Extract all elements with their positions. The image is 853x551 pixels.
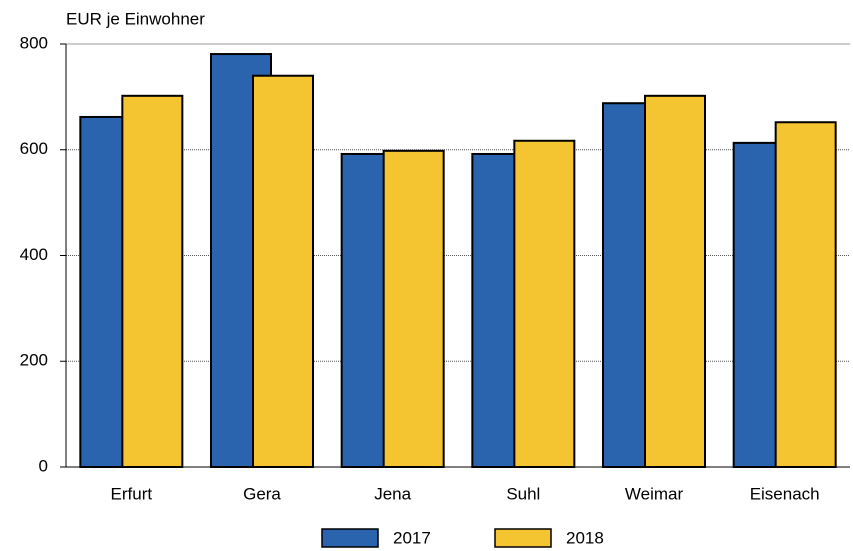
bar (774, 121, 837, 468)
bar (382, 149, 445, 468)
x-tick-label: Erfurt (111, 484, 153, 503)
y-tick-label: 0 (39, 456, 48, 475)
x-tick-label: Weimar (625, 484, 684, 503)
y-axis-label: EUR je Einwohner (66, 9, 205, 28)
y-tick-label: 800 (20, 33, 48, 52)
x-tick-label: Suhl (506, 484, 540, 503)
bar (121, 94, 184, 468)
bar (252, 74, 314, 468)
legend-label: 2017 (393, 528, 431, 547)
bar (513, 139, 576, 468)
y-tick-label: 200 (20, 351, 48, 370)
x-tick-label: Gera (243, 484, 281, 503)
bar (644, 94, 706, 468)
y-tick-label: 600 (20, 139, 48, 158)
legend-swatch (321, 528, 379, 548)
legend-label: 2018 (566, 528, 604, 547)
x-tick-label: Eisenach (750, 484, 820, 503)
legend-swatch (494, 528, 552, 548)
x-tick-label: Jena (374, 484, 411, 503)
y-tick-label: 400 (20, 245, 48, 264)
